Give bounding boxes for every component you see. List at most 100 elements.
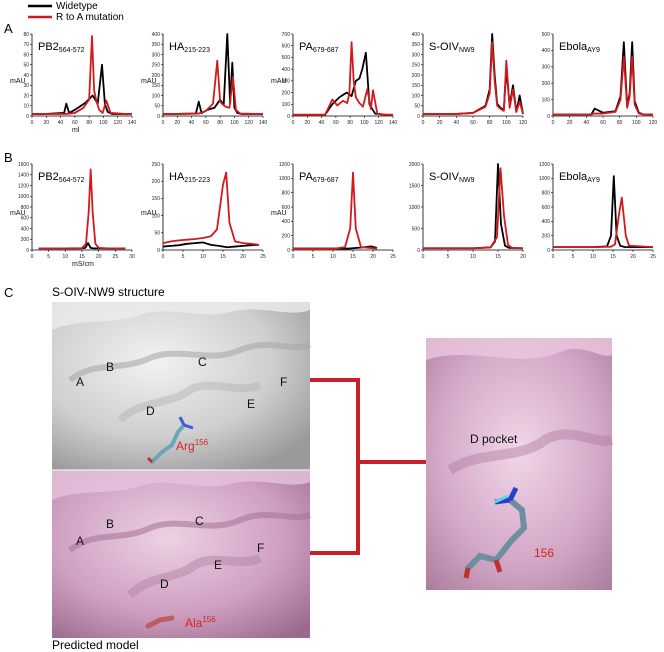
- y-tick-label: 0: [287, 114, 290, 120]
- x-tick-label: 0: [31, 120, 34, 126]
- y-tick-label: 0: [157, 248, 160, 254]
- x-tick-label: 100: [502, 120, 511, 126]
- chart-title: PA679-687: [299, 41, 339, 54]
- surface-wildtype: A B C F D E Arg156: [52, 302, 311, 470]
- y-tick-label: 250: [152, 63, 161, 69]
- x-tick-label: 0: [552, 254, 555, 260]
- x-tick-label: 5: [312, 254, 315, 260]
- series-line-mutant: [553, 196, 654, 249]
- x-tick-label: 20: [630, 254, 636, 260]
- x-tick-label: 60: [333, 120, 339, 126]
- series-line-mutant: [293, 41, 393, 116]
- chart-a-3: 0 100 200 300 400 500 600 700 0 20 40 60 80 100 120 140…: [271, 32, 397, 126]
- x-tick-label: 20: [520, 254, 526, 260]
- x-tick-label: 25: [390, 254, 396, 260]
- x-tick-label: 0: [292, 254, 295, 260]
- chart-a-2: 0 50 100 150 200 250 300 350 400 0 20 40 60 80 100 120 1…: [141, 32, 267, 126]
- y-tick-label: 1200: [539, 162, 550, 168]
- y-tick-label: 200: [152, 179, 161, 185]
- x-tick-label: 10: [330, 254, 336, 260]
- pocket-b-top: B: [106, 360, 114, 374]
- arg156-sticks-zoom: [463, 486, 528, 579]
- y-tick-label: 200: [542, 233, 551, 239]
- y-axis-label: mAU: [10, 210, 26, 217]
- y-tick-label: 200: [542, 81, 551, 87]
- surface-mutant-background: [52, 470, 310, 638]
- x-tick-label: 40: [319, 120, 325, 126]
- y-tick-label: 1000: [539, 176, 550, 182]
- x-tick-label: 15: [350, 254, 356, 260]
- y-tick-label: 400: [282, 67, 291, 73]
- x-tick-label: 20: [175, 120, 181, 126]
- zoom-groove: [447, 429, 614, 475]
- x-tick-label: 140: [259, 120, 268, 126]
- y-tick-label: 70: [23, 42, 29, 48]
- y-tick-label: 300: [282, 79, 291, 85]
- x-tick-label: 120: [519, 120, 528, 126]
- x-axis-label: ml: [72, 127, 80, 134]
- chart-a-5: 0 100 200 300 400 500 0 20 40 60 80 100 120 EbolaAY9: [542, 32, 658, 126]
- y-tick-label: 500: [542, 32, 551, 38]
- pocket-c-bottom: C: [195, 514, 204, 528]
- chart-title: PB2564-572: [38, 171, 85, 184]
- x-tick-label: 140: [389, 120, 398, 126]
- series-line-mutant: [162, 171, 260, 246]
- zoom-panel: D pocket 156: [426, 338, 614, 590]
- y-tick-label: 30: [23, 83, 29, 89]
- pocket-e-bottom: E: [214, 558, 222, 572]
- x-tick-label: 0: [422, 120, 425, 126]
- y-tick-label: 1500: [409, 183, 420, 189]
- x-tick-label: 0: [422, 254, 425, 260]
- y-tick-label: 300: [412, 52, 421, 58]
- x-tick-label: 80: [347, 120, 353, 126]
- series-line-mutant: [423, 41, 524, 115]
- series-line-mutant: [32, 35, 132, 115]
- chart-title: PA679-687: [299, 171, 339, 184]
- surface-wildtype-groove-lower: [117, 381, 262, 424]
- y-tick-label: 250: [412, 63, 421, 69]
- x-tick-label: 25: [260, 254, 266, 260]
- chart-title: HA215-223: [169, 171, 210, 184]
- y-axis-label: mAU: [271, 210, 287, 217]
- legend-label-wildtype: Widetype: [56, 1, 98, 12]
- x-tick-label: 120: [649, 120, 658, 126]
- structure-title: S-OIV-NW9 structure: [52, 285, 165, 299]
- structure-bottom-caption: Predicted model: [52, 638, 139, 652]
- pocket-e-top: E: [247, 397, 255, 411]
- y-tick-label: 800: [21, 205, 30, 211]
- y-tick-label: 150: [152, 196, 161, 202]
- y-tick-label: 400: [412, 32, 421, 38]
- chart-title: EbolaAY9: [559, 171, 600, 184]
- x-tick-label: 0: [162, 120, 165, 126]
- y-tick-label: 250: [152, 162, 161, 168]
- series-line-wildtype: [293, 51, 393, 116]
- panel-letter-c: C: [4, 285, 13, 300]
- structure-panel: S-OIV-NW9 structure A B C F D E Arg156: [52, 285, 614, 652]
- panel-letter-b: B: [4, 150, 13, 165]
- y-tick-label: 350: [412, 42, 421, 48]
- y-tick-label: 600: [282, 205, 291, 211]
- zoom-residue-label: 156: [534, 546, 554, 560]
- x-tick-label: 60: [600, 120, 606, 126]
- y-tick-label: 1200: [279, 162, 290, 168]
- y-tick-label: 100: [152, 213, 161, 219]
- zoom-pocket-label: D pocket: [470, 432, 518, 446]
- y-tick-label: 10: [23, 104, 29, 110]
- pocket-d-top: D: [146, 404, 155, 418]
- y-tick-label: 400: [542, 48, 551, 54]
- y-tick-label: 1600: [18, 162, 29, 168]
- zoom-ridge: [426, 338, 612, 360]
- y-tick-label: 1000: [18, 194, 29, 200]
- y-tick-label: 200: [282, 90, 291, 96]
- y-tick-label: 0: [287, 248, 290, 254]
- series-line-mutant: [423, 167, 524, 250]
- x-tick-label: 0: [162, 254, 165, 260]
- y-tick-label: 200: [21, 237, 30, 243]
- y-tick-label: 1200: [18, 183, 29, 189]
- y-tick-label: 200: [152, 73, 161, 79]
- series-line-wildtype: [32, 63, 132, 115]
- pocket-d-bottom: D: [160, 577, 169, 591]
- x-tick-label: 60: [470, 120, 476, 126]
- chart-b-3: 0 200 400 600 800 1000 1200 0 5 10 15 20 25 PA679-687…: [271, 162, 396, 260]
- x-tick-label: 30: [129, 254, 135, 260]
